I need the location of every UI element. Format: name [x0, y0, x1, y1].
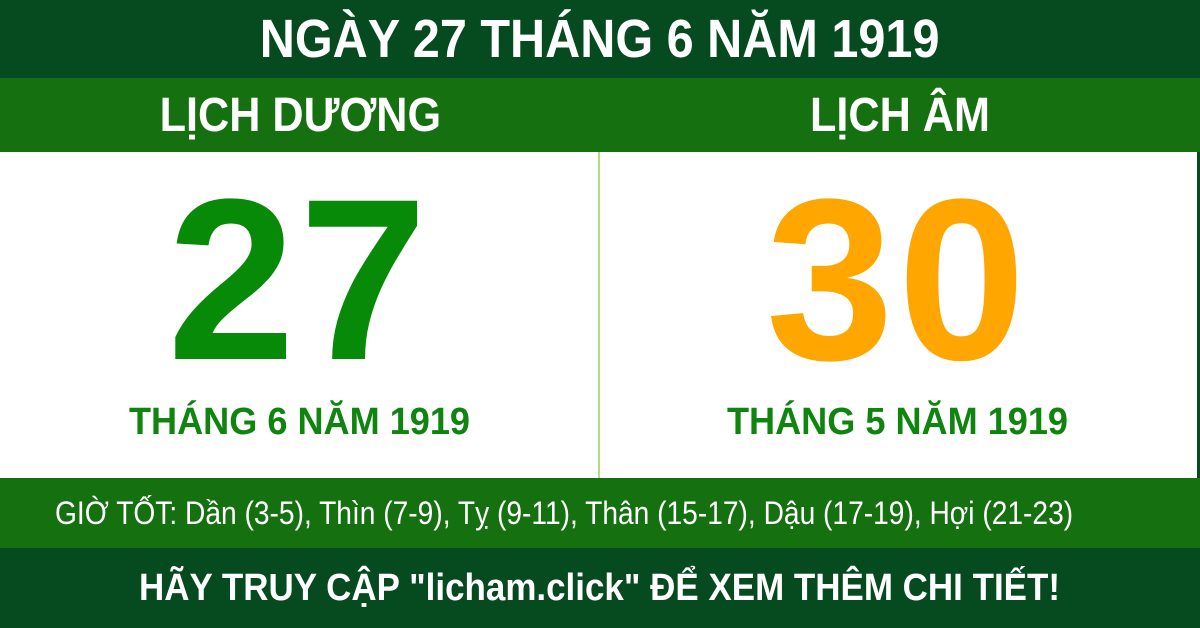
- footer-cta: HÃY TRUY CẬP "licham.click" ĐỂ XEM THÊM …: [139, 566, 1061, 609]
- good-hours-bar: GIỜ TỐT: Dần (3-5), Thìn (7-9), Tỵ (9-11…: [0, 478, 1200, 548]
- lunar-calendar-label: LỊCH ÂM: [810, 88, 990, 142]
- page-title: NGÀY 27 THÁNG 6 NĂM 1919: [260, 9, 940, 69]
- good-hours-text: GIỜ TỐT: Dần (3-5), Thìn (7-9), Tỵ (9-11…: [55, 494, 1074, 531]
- lunar-day-panel: 30 THÁNG 5 NĂM 1919: [599, 152, 1198, 478]
- lunar-month-year: THÁNG 5 NĂM 1919: [727, 401, 1069, 443]
- day-panels: 27 THÁNG 6 NĂM 1919 30 THÁNG 5 NĂM 1919: [0, 152, 1200, 478]
- solar-day-number: 27: [167, 150, 432, 408]
- lunar-calendar-header: LỊCH ÂM: [600, 78, 1200, 152]
- solar-day-panel: 27 THÁNG 6 NĂM 1919: [0, 152, 599, 478]
- calendar-labels-bar: LỊCH DƯƠNG LỊCH ÂM: [0, 78, 1200, 152]
- solar-calendar-label: LỊCH DƯƠNG: [159, 88, 441, 142]
- solar-month-year: THÁNG 6 NĂM 1919: [128, 401, 470, 443]
- panel-divider: [597, 152, 600, 478]
- solar-calendar-header: LỊCH DƯƠNG: [0, 78, 600, 152]
- header-banner: NGÀY 27 THÁNG 6 NĂM 1919: [0, 0, 1200, 78]
- footer-banner: HÃY TRUY CẬP "licham.click" ĐỂ XEM THÊM …: [0, 548, 1200, 628]
- lunar-day-number: 30: [765, 150, 1030, 408]
